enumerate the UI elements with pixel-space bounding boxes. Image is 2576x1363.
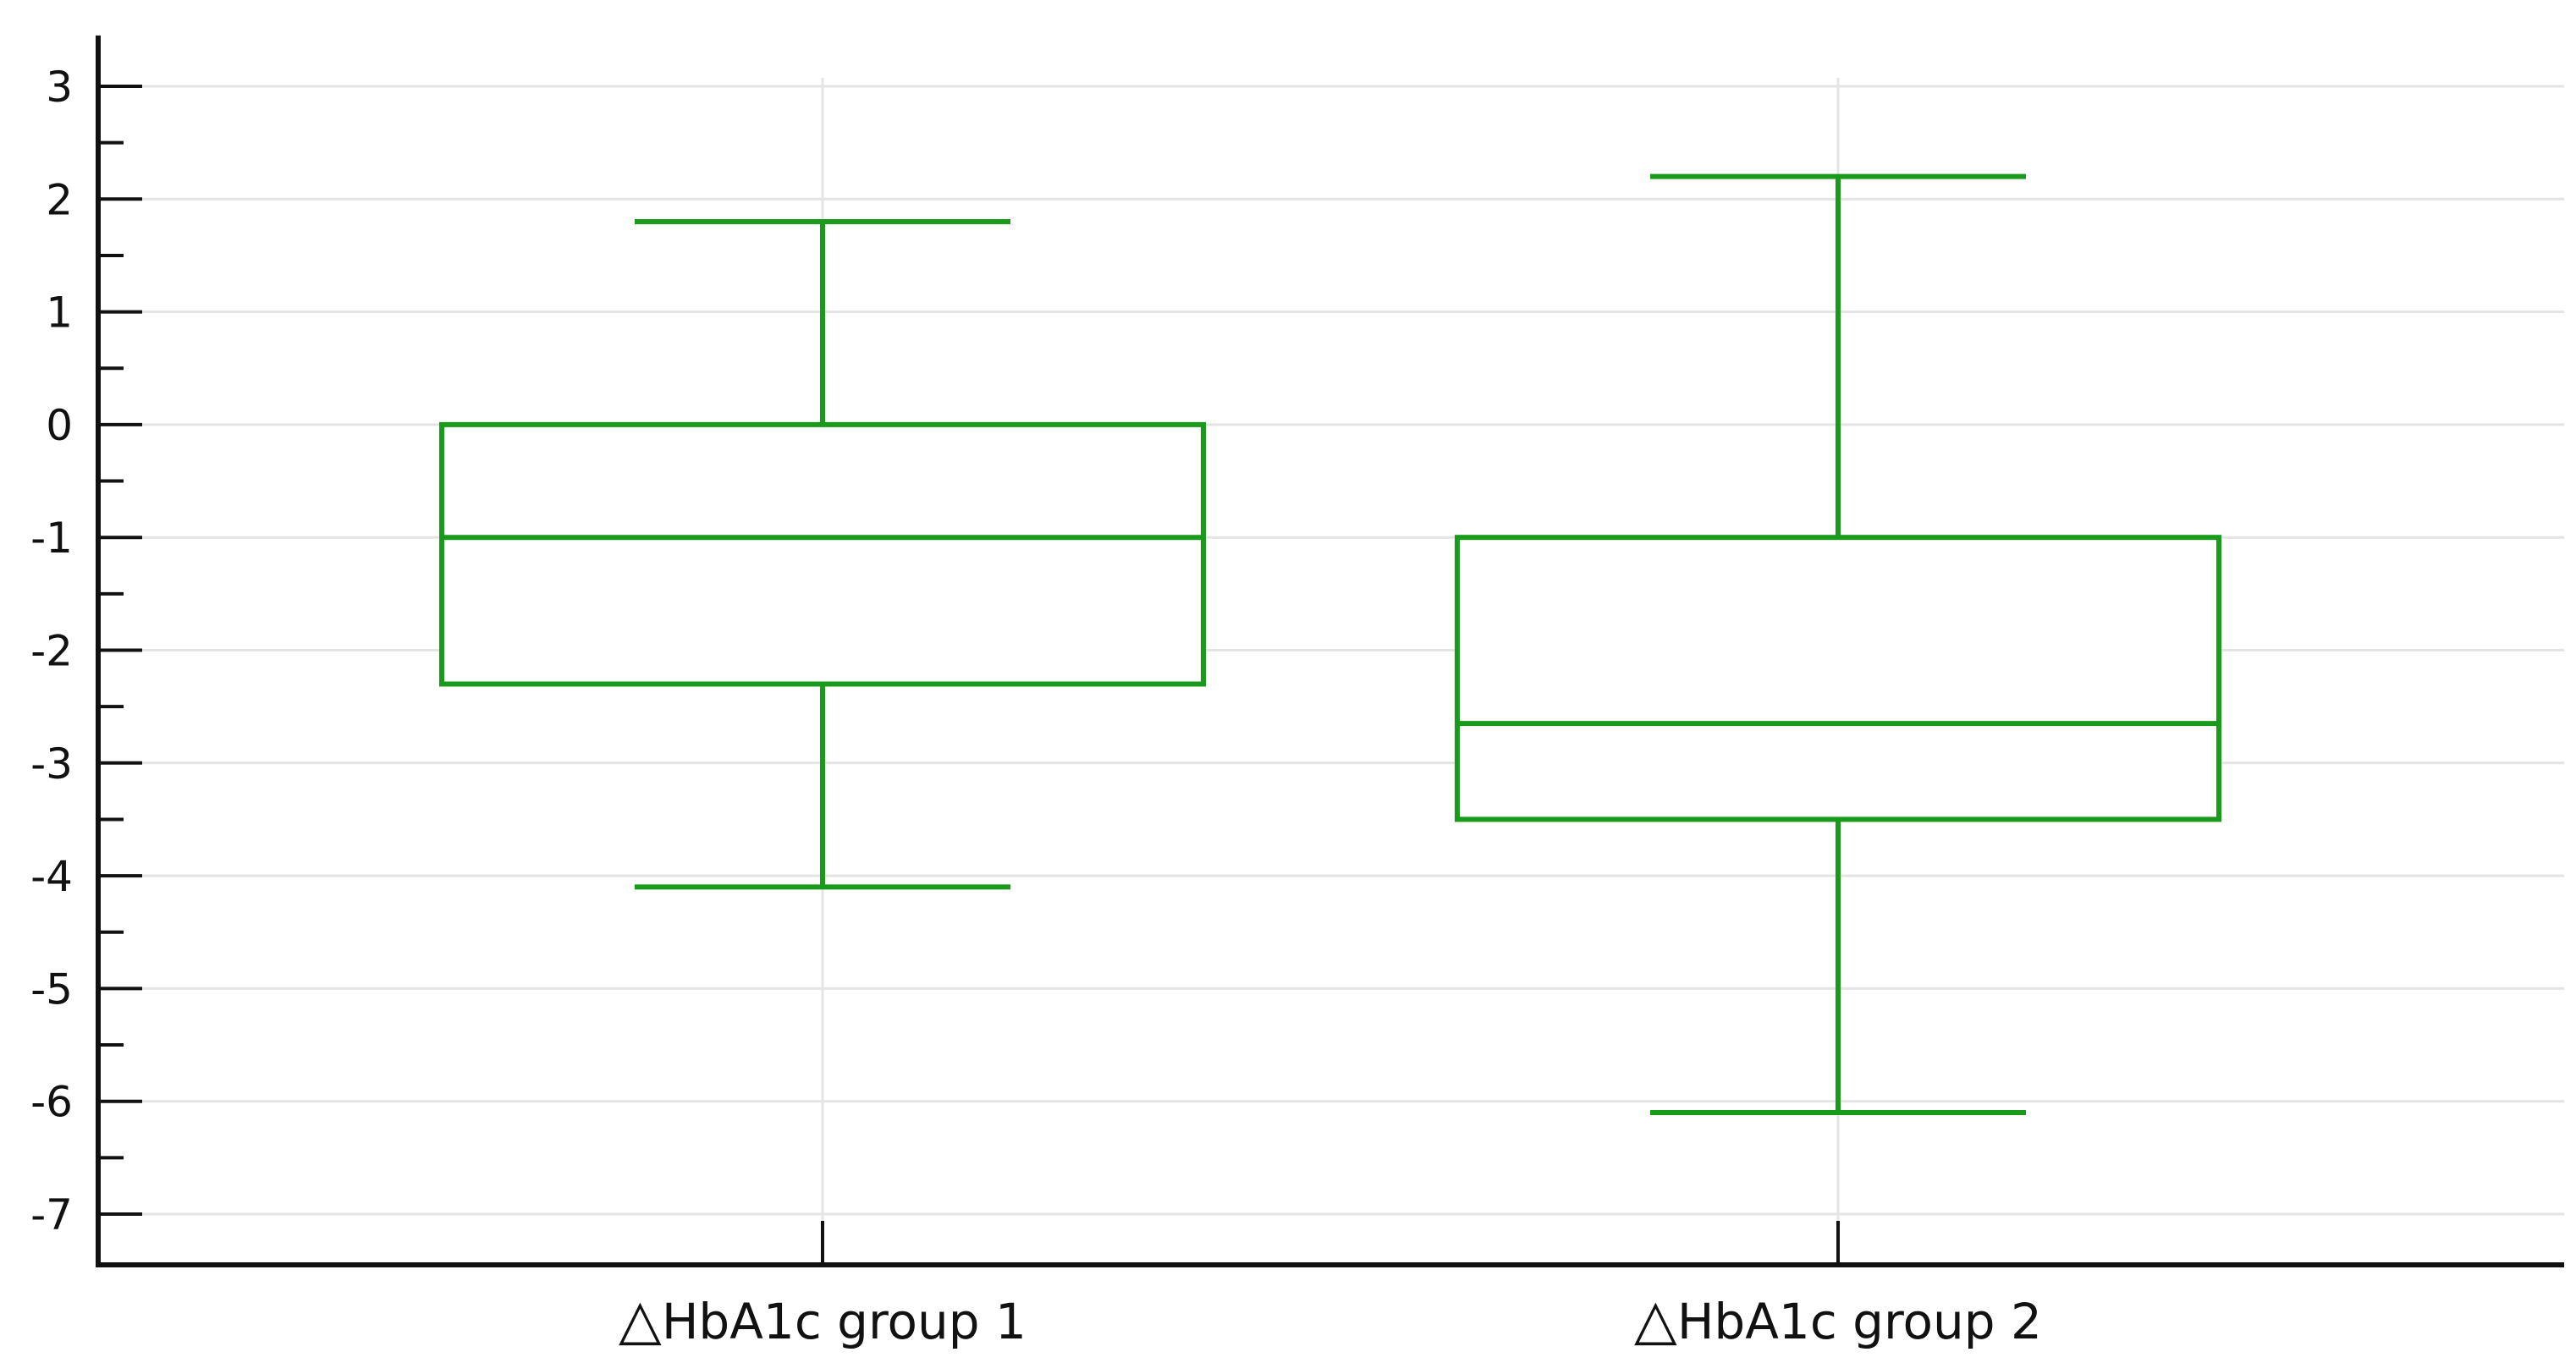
category-text: HbA1c group 2: [1677, 1293, 2042, 1350]
category-text: HbA1c group 1: [662, 1293, 1027, 1350]
axes: [96, 36, 2564, 1267]
plot-area: [439, 173, 2221, 1116]
box-group-1: [439, 218, 1206, 890]
y-tick-label: -2: [30, 627, 73, 676]
iqr-box: [1455, 535, 2221, 822]
delta-symbol-icon: △: [619, 1287, 662, 1352]
category-label-2: △HbA1c group 2: [1634, 1287, 2042, 1352]
iqr-box: [439, 421, 1206, 687]
y-tick-label: -3: [30, 739, 73, 789]
y-tick-label: 2: [46, 175, 73, 224]
y-tick-label: -7: [30, 1190, 73, 1239]
y-tick-label: -4: [30, 852, 73, 901]
y-tick-label: 0: [46, 401, 73, 450]
y-tick-label: -1: [30, 514, 73, 563]
category-label-1: △HbA1c group 1: [619, 1287, 1027, 1352]
delta-symbol-icon: △: [1634, 1287, 1677, 1352]
y-tick-label: 1: [46, 289, 73, 338]
y-tick-label: -6: [30, 1078, 73, 1127]
y-tick-label: -5: [30, 965, 73, 1014]
y-tick-label: 3: [46, 63, 73, 112]
box-group-2: [1455, 173, 2221, 1116]
